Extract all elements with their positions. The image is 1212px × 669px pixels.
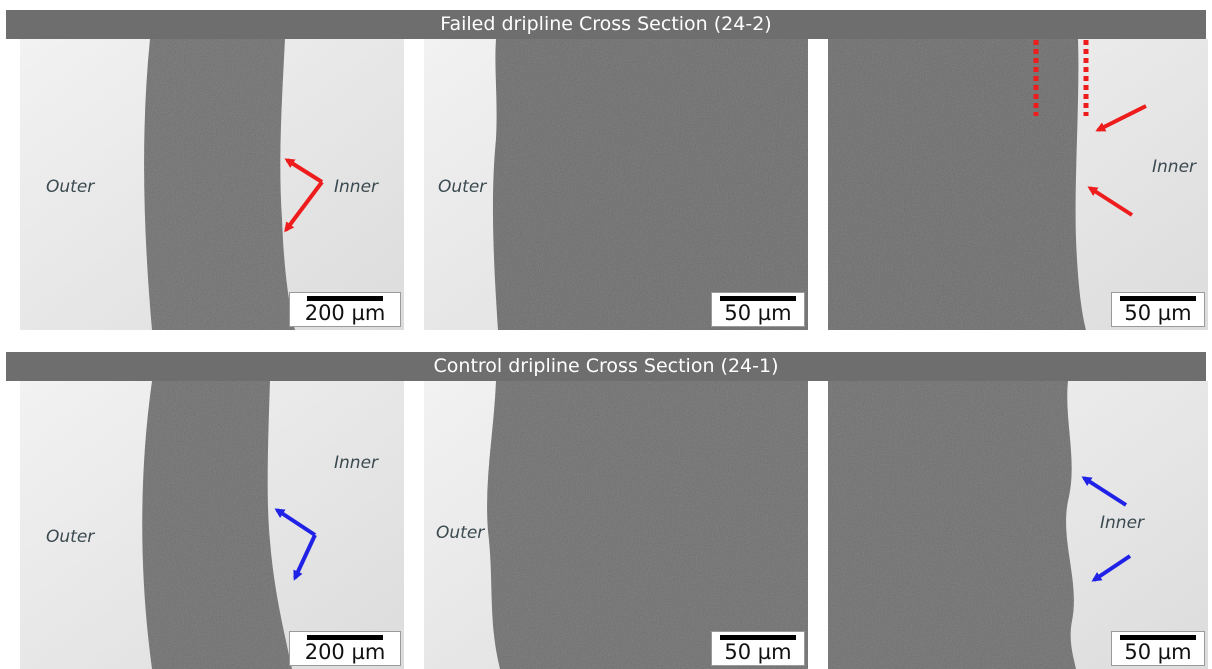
control-micrograph-detail-left: Outer 50 µm [424,381,808,669]
scale-line [1120,296,1196,301]
scale-label: 50 µm [724,301,792,325]
scale-bar-200um: 200 µm [289,292,401,327]
scale-bar-50um: 50 µm [711,292,805,327]
scale-label: 50 µm [724,640,792,664]
failed-micrograph-overview: Outer Inner 200 µm [20,39,404,330]
scale-line [720,296,796,301]
scale-bar-50um: 50 µm [1111,631,1205,666]
scale-label: 200 µm [304,301,386,325]
control-micrograph-overview: Outer Inner 200 µm [20,381,404,669]
outer-label: Outer [436,523,485,543]
outer-label: Outer [46,527,95,547]
inner-label: Inner [334,177,379,197]
failed-micrograph-detail-inner: Inner 50 µm [828,39,1208,330]
scale-bar-50um: 50 µm [1111,292,1205,327]
inner-label: Inner [1100,513,1145,533]
scale-line [1120,635,1196,640]
failed-micrograph-detail-left: Outer 50 µm [424,39,808,330]
inner-label: Inner [1152,157,1197,177]
control-micrograph-detail-inner: Inner 50 µm [828,381,1208,669]
failed-section-title: Failed dripline Cross Section (24-2) [6,10,1206,39]
scale-label: 50 µm [1124,640,1192,664]
outer-label: Outer [438,177,487,197]
outer-label: Outer [46,177,95,197]
scale-line [307,635,383,640]
scale-label: 200 µm [304,640,386,664]
scale-line [720,635,796,640]
scale-bar-50um: 50 µm [711,631,805,666]
control-section-title: Control dripline Cross Section (24-1) [6,352,1206,381]
scale-bar-200um: 200 µm [289,631,401,666]
scale-label: 50 µm [1124,301,1192,325]
scale-line [307,296,383,301]
inner-label: Inner [334,453,379,473]
